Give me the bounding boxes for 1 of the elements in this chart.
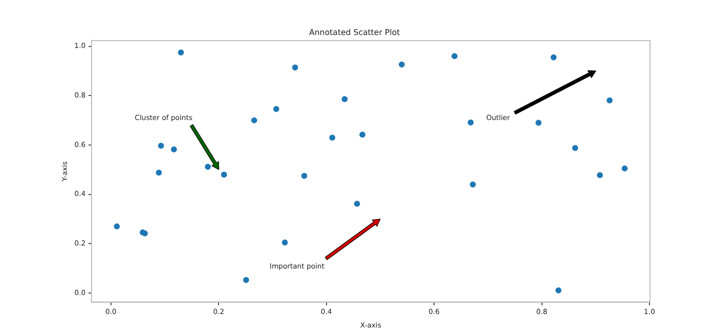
chart-title: Annotated Scatter Plot — [309, 28, 400, 37]
